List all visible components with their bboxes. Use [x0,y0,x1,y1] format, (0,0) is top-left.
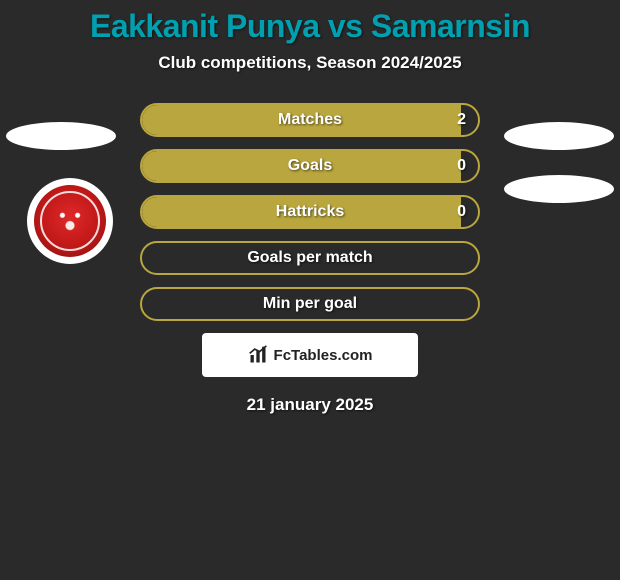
stat-label: Hattricks [276,203,344,221]
stat-row-goals-per-match: Goals per match [140,241,480,275]
stat-row-min-per-goal: Min per goal [140,287,480,321]
stat-label: Min per goal [263,295,357,313]
stat-value: 0 [457,203,466,221]
brand-box[interactable]: FcTables.com [202,333,418,377]
player-oval-right-2 [504,175,614,203]
player-oval-right-1 [504,122,614,150]
club-badge-left [27,178,113,264]
stat-label: Goals per match [247,249,372,267]
stat-label: Matches [278,111,342,129]
player-oval-left-1 [6,122,116,150]
stat-value: 0 [457,157,466,175]
stat-row-goals: Goals 0 [140,149,480,183]
stat-row-matches: Matches 2 [140,103,480,137]
stats-container: Matches 2 Goals 0 Hattricks 0 Goals per … [140,103,480,321]
stat-value: 2 [457,111,466,129]
brand-text: FcTables.com [274,347,373,364]
page-subtitle: Club competitions, Season 2024/2025 [0,53,620,73]
club-badge-graphic [34,185,106,257]
footer-date: 21 january 2025 [0,395,620,415]
stat-label: Goals [288,157,332,175]
bar-chart-icon [248,345,268,365]
stat-row-hattricks: Hattricks 0 [140,195,480,229]
page-title: Eakkanit Punya vs Samarnsin [0,0,620,45]
